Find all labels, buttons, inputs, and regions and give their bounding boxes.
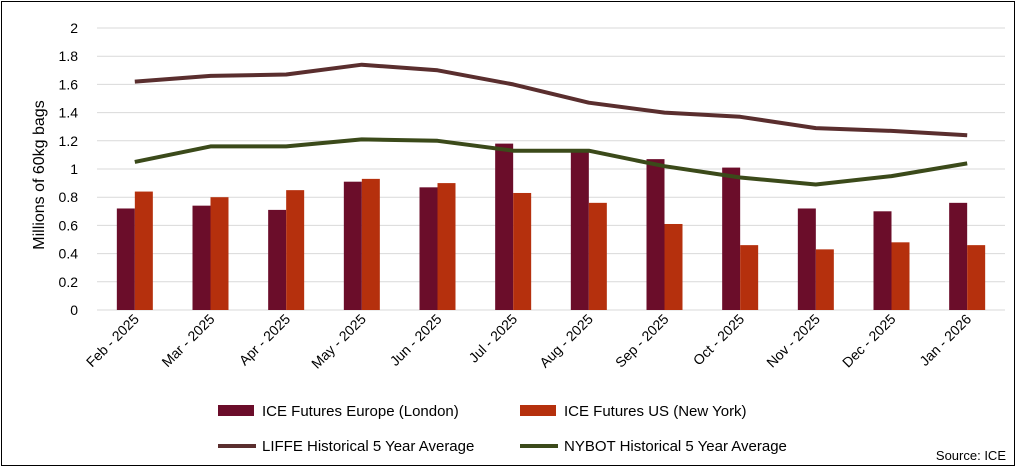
legend-label: LIFFE Historical 5 Year Average (262, 438, 474, 455)
y-tick-label: 1 (70, 161, 78, 177)
x-tick-label: Apr - 2025 (236, 311, 294, 369)
bar (192, 205, 211, 310)
bar (419, 187, 438, 310)
bar (646, 159, 665, 310)
series-line (134, 62, 968, 138)
legend-label: NYBOT Historical 5 Year Average (564, 438, 787, 455)
x-tick-label: Dec - 2025 (839, 311, 899, 371)
legend: ICE Futures Europe (London) ICE Futures U… (218, 403, 787, 455)
bar (361, 178, 380, 310)
bar (967, 245, 986, 310)
x-tick-label: Jan - 2026 (916, 311, 974, 369)
x-tick-label: May - 2025 (308, 311, 369, 372)
y-tick-label: 1.8 (59, 48, 79, 64)
bars (116, 143, 986, 310)
y-tick-label: 0 (70, 302, 78, 318)
bar (268, 209, 287, 310)
x-tick-label: Oct - 2025 (690, 311, 748, 369)
gridlines (97, 27, 1005, 311)
bar (949, 202, 968, 310)
bar (873, 211, 892, 310)
bar (343, 181, 362, 310)
x-tick-label: Jun - 2025 (387, 311, 445, 369)
y-tick-label: 1.4 (59, 105, 79, 121)
bar (437, 183, 456, 310)
x-tick-label: Jul - 2025 (465, 311, 520, 366)
y-tick-label: 2 (70, 20, 78, 36)
y-tick-label: 0.8 (59, 189, 79, 205)
x-tick-label: Feb - 2025 (83, 311, 142, 370)
series-line (134, 137, 968, 187)
series-lines (134, 62, 968, 187)
bar (722, 167, 741, 310)
bar (664, 223, 683, 310)
x-tick-label: Mar - 2025 (158, 311, 217, 370)
y-tick-label: 1.6 (59, 76, 79, 92)
bar (815, 249, 834, 310)
bar (740, 245, 759, 310)
source-note: Source: ICE (936, 448, 1006, 463)
bar (588, 202, 607, 310)
legend-swatch (218, 405, 254, 416)
y-tick-label: 1.2 (59, 133, 79, 149)
legend-swatch (520, 405, 556, 416)
bar (797, 208, 816, 310)
legend-label: ICE Futures Europe (London) (262, 403, 459, 420)
y-axis-title: Millions of 60kg bags (31, 100, 48, 249)
x-tick-label: Nov - 2025 (763, 311, 823, 371)
bar (286, 190, 305, 310)
x-tick-label: Sep - 2025 (612, 311, 672, 371)
y-tick-label: 0.4 (59, 246, 79, 262)
bar (513, 192, 532, 310)
legend-label: ICE Futures US (New York) (564, 403, 747, 420)
bar (116, 208, 135, 310)
bar (570, 152, 589, 310)
bar (210, 197, 229, 310)
x-tick-label: Aug - 2025 (536, 311, 596, 371)
y-tick-label: 0.6 (59, 217, 79, 233)
bar (495, 143, 514, 310)
x-axis-ticks: Feb - 2025 Mar - 2025 Apr - 2025 May - 2025… (83, 311, 975, 372)
y-tick-label: 0.2 (59, 274, 79, 290)
bar (891, 242, 910, 310)
bar (134, 191, 153, 310)
y-axis-ticks: 0 0.2 0.4 0.6 0.8 1 1.2 1.4 1.6 1.8 2 (59, 20, 79, 318)
